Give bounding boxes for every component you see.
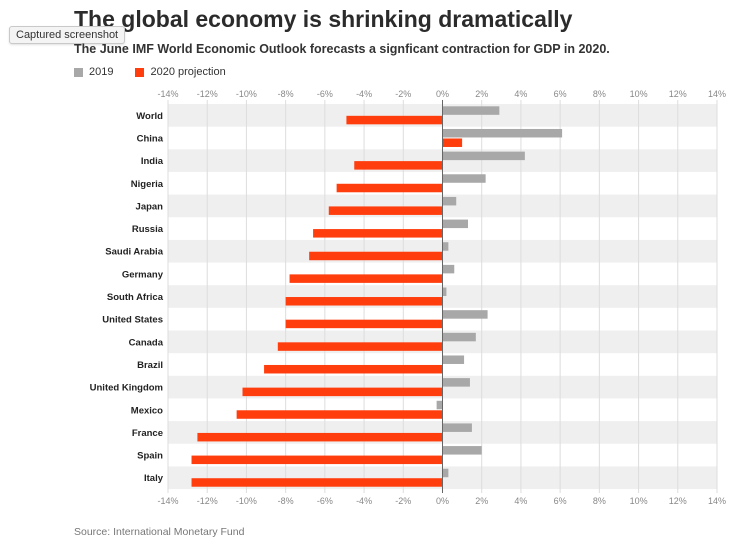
bar-2019 <box>442 128 563 138</box>
x-tick-label-top: 10% <box>630 89 648 99</box>
x-tick-label-top: 4% <box>514 89 527 99</box>
category-label: South Africa <box>107 292 164 303</box>
bar-2019 <box>436 400 443 410</box>
bar-2019 <box>442 355 465 364</box>
x-tick-label-bottom: -8% <box>278 496 294 506</box>
x-tick-label-bottom: 4% <box>514 496 527 506</box>
bar-2019 <box>442 310 488 319</box>
x-tick-label-top: 8% <box>593 89 606 99</box>
category-label: United Kingdom <box>90 383 163 394</box>
x-tick-label-top: -6% <box>317 89 333 99</box>
bar-2020-projection <box>191 478 443 487</box>
category-label: Japan <box>136 201 164 212</box>
x-tick-label-bottom: -2% <box>395 496 411 506</box>
x-tick-label-bottom: -12% <box>197 496 218 506</box>
category-label: Nigeria <box>131 179 164 190</box>
x-tick-label-bottom: -6% <box>317 496 333 506</box>
x-tick-label-bottom: 14% <box>708 496 726 506</box>
source-note: Source: International Monetary Fund <box>74 526 245 538</box>
legend-item-2020: 2020 projection <box>135 66 226 78</box>
category-label: United States <box>102 315 163 326</box>
bar-2020-projection <box>289 274 443 283</box>
category-label: World <box>136 111 163 122</box>
x-tick-label-top: -8% <box>278 89 294 99</box>
category-label: China <box>137 133 164 144</box>
bar-2020-projection <box>328 206 443 215</box>
chart-subtitle: The June IMF World Economic Outlook fore… <box>74 42 610 56</box>
category-label: Spain <box>137 451 163 462</box>
x-tick-label-bottom: -14% <box>157 496 178 506</box>
x-tick-label-top: -4% <box>356 89 372 99</box>
x-tick-label-top: 0% <box>436 89 449 99</box>
x-tick-label-top: -12% <box>197 89 218 99</box>
x-tick-label-top: 6% <box>554 89 567 99</box>
bar-2020-projection <box>285 319 443 329</box>
x-tick-label-top: 12% <box>669 89 687 99</box>
bar-2019 <box>442 332 476 342</box>
bar-2020-projection <box>313 229 443 238</box>
category-label: Russia <box>132 224 164 235</box>
category-label: Canada <box>129 337 164 348</box>
category-label: France <box>132 428 163 439</box>
category-label: Brazil <box>137 360 163 371</box>
bar-2019 <box>442 446 482 455</box>
x-tick-label-bottom: 10% <box>630 496 648 506</box>
bar-2019 <box>442 151 525 161</box>
bar-2020-projection <box>285 297 443 306</box>
x-tick-label-bottom: 2% <box>475 496 488 506</box>
category-label: India <box>141 156 164 167</box>
chart-title: The global economy is shrinking dramatic… <box>74 6 573 32</box>
bar-2019 <box>442 287 447 297</box>
bar-2020-projection <box>242 387 443 397</box>
legend-swatch-2019 <box>74 67 83 77</box>
bar-2019 <box>442 468 449 478</box>
bar-2020-projection <box>197 432 443 442</box>
legend-swatch-2020 <box>135 67 145 77</box>
chart-legend: 2019 2020 projection <box>74 66 226 78</box>
bar-2020-projection <box>309 251 443 261</box>
bar-2019 <box>442 242 449 251</box>
x-tick-label-bottom: 8% <box>593 496 606 506</box>
bar-2020-projection <box>336 183 443 193</box>
bar-2019 <box>442 423 472 432</box>
bar-2020-projection <box>191 455 443 465</box>
bar-2020-projection <box>346 115 443 125</box>
bar-2019 <box>442 378 470 387</box>
bar-2019 <box>442 174 486 183</box>
x-tick-label-bottom: 12% <box>669 496 687 506</box>
screenshot-tooltip: Captured screenshot <box>9 26 126 44</box>
legend-label-2020: 2020 projection <box>150 66 226 78</box>
bar-2019 <box>442 219 468 229</box>
category-label: Germany <box>122 269 164 280</box>
x-tick-label-top: 2% <box>475 89 488 99</box>
bar-2019 <box>442 264 455 274</box>
category-label: Italy <box>144 473 164 484</box>
legend-item-2019: 2019 <box>74 66 113 78</box>
category-label: Mexico <box>131 405 163 416</box>
x-tick-label-top: -14% <box>157 89 178 99</box>
bar-2019 <box>442 196 457 206</box>
x-tick-label-bottom: -4% <box>356 496 372 506</box>
x-tick-label-bottom: 6% <box>554 496 567 506</box>
x-tick-label-top: -10% <box>236 89 257 99</box>
x-tick-label-top: -2% <box>395 89 411 99</box>
x-tick-label-bottom: -10% <box>236 496 257 506</box>
bar-2020-projection <box>354 161 443 170</box>
x-tick-label-top: 14% <box>708 89 726 99</box>
bar-2020-projection <box>264 364 443 374</box>
category-label: Saudi Arabia <box>105 247 163 258</box>
bar-2020-projection <box>277 342 443 351</box>
bar-2020-projection <box>236 410 443 419</box>
bar-2020-projection <box>442 138 463 147</box>
x-tick-label-bottom: 0% <box>436 496 449 506</box>
bar-2019 <box>442 106 500 115</box>
legend-label-2019: 2019 <box>89 66 114 78</box>
